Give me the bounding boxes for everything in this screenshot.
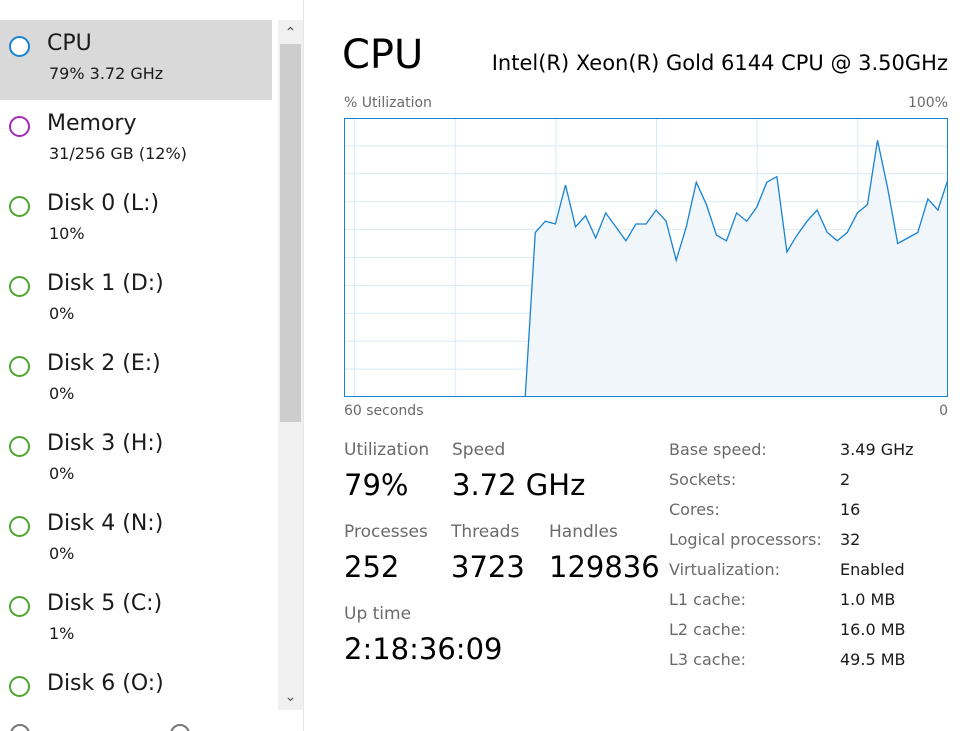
sidebar-item-subtitle: 0%: [49, 304, 75, 323]
scroll-down-icon[interactable]: ⌄: [284, 689, 297, 705]
disk-status-icon: [9, 676, 30, 697]
sidebar-item-disk-3[interactable]: Disk 3 (H:) 0%: [0, 420, 272, 500]
graph-x-right-label: 0: [939, 403, 948, 419]
spec-value-base-speed: 3.49 GHz: [840, 440, 914, 459]
scroll-up-icon[interactable]: ⌃: [284, 25, 297, 41]
spec-value-virtualization: Enabled: [840, 560, 905, 579]
sidebar-item-disk-6[interactable]: Disk 6 (O:): [0, 660, 272, 731]
sidebar-item-memory[interactable]: Memory 31/256 GB (12%): [0, 100, 272, 180]
disk-status-icon: [9, 516, 30, 537]
processes-label: Processes: [344, 522, 428, 542]
spec-key-l1-cache: L1 cache:: [669, 590, 746, 609]
sidebar-item-title: Disk 2 (E:): [47, 351, 161, 376]
sidebar-item-title: Memory: [47, 111, 137, 136]
sidebar-item-subtitle: 0%: [49, 384, 75, 403]
spec-value-l2-cache: 16.0 MB: [840, 620, 906, 639]
sidebar-item-subtitle: 0%: [49, 544, 75, 563]
threads-value: 3723: [451, 550, 525, 584]
utilization-value: 79%: [344, 468, 409, 502]
utilization-line: [344, 140, 948, 397]
processes-value: 252: [344, 550, 400, 584]
disk-status-icon: [9, 276, 30, 297]
sidebar-item-subtitle: 31/256 GB (12%): [49, 144, 187, 163]
utilization-area: [344, 140, 948, 397]
disk-status-icon: [9, 596, 30, 617]
utilization-label: Utilization: [344, 440, 430, 460]
spec-key-l2-cache: L2 cache:: [669, 620, 746, 639]
graph-y-max-label: 100%: [907, 95, 948, 111]
spec-key-sockets: Sockets:: [669, 470, 737, 489]
performance-sidebar: CPU 79% 3.72 GHz Memory 31/256 GB (12%) …: [0, 0, 278, 731]
spec-key-l3-cache: L3 cache:: [669, 650, 746, 669]
disk-status-icon: [9, 356, 30, 377]
disk-status-icon: [9, 436, 30, 457]
panel-divider: [303, 0, 304, 731]
sidebar-item-title: Disk 1 (D:): [47, 271, 164, 296]
sidebar-item-title: Disk 0 (L:): [47, 191, 160, 216]
sidebar-scrollbar[interactable]: ⌃ ⌄: [278, 20, 303, 710]
spec-value-sockets: 2: [840, 470, 851, 489]
sidebar-item-subtitle: 79% 3.72 GHz: [49, 64, 164, 83]
sidebar-item-disk-5[interactable]: Disk 5 (C:) 1%: [0, 580, 272, 660]
graph-x-left-label: 60 seconds: [344, 403, 424, 419]
cpu-utilization-graph: [344, 118, 948, 397]
sidebar-item-title: Disk 3 (H:): [47, 431, 164, 456]
spec-value-cores: 16: [840, 500, 861, 519]
sidebar-item-title: Disk 4 (N:): [47, 511, 164, 536]
threads-label: Threads: [451, 522, 520, 542]
cpu-model-name: Intel(R) Xeon(R) Gold 6144 CPU @ 3.50GHz: [491, 51, 948, 75]
spec-key-logical-processors: Logical processors:: [669, 530, 822, 549]
sidebar-item-title: Disk 5 (C:): [47, 591, 163, 616]
spec-value-logical-processors: 32: [840, 530, 861, 549]
sidebar-item-title: Disk 6 (O:): [47, 671, 164, 696]
spec-key-cores: Cores:: [669, 500, 720, 519]
sidebar-item-subtitle: 1%: [49, 624, 75, 643]
spec-value-l1-cache: 1.0 MB: [840, 590, 896, 609]
sidebar-item-disk-2[interactable]: Disk 2 (E:) 0%: [0, 340, 272, 420]
graph-y-label: % Utilization: [344, 95, 432, 111]
sidebar-item-subtitle: 10%: [49, 224, 85, 243]
spec-key-virtualization: Virtualization:: [669, 560, 780, 579]
scrollbar-thumb[interactable]: [280, 44, 301, 422]
disk-status-icon: [9, 196, 30, 217]
cpu-status-icon: [9, 36, 30, 57]
handles-label: Handles: [549, 522, 618, 542]
uptime-value: 2:18:36:09: [344, 632, 503, 666]
memory-status-icon: [9, 116, 30, 137]
graph-border: [344, 118, 948, 397]
spec-value-l3-cache: 49.5 MB: [840, 650, 906, 669]
sidebar-item-disk-1[interactable]: Disk 1 (D:) 0%: [0, 260, 272, 340]
sidebar-item-title: CPU: [47, 31, 92, 56]
speed-value: 3.72 GHz: [452, 468, 586, 502]
sidebar-item-cpu[interactable]: CPU 79% 3.72 GHz: [0, 20, 272, 100]
sidebar-item-disk-4[interactable]: Disk 4 (N:) 0%: [0, 500, 272, 580]
spec-key-base-speed: Base speed:: [669, 440, 767, 459]
sidebar-item-disk-0[interactable]: Disk 0 (L:) 10%: [0, 180, 272, 260]
page-title: CPU: [342, 32, 424, 78]
uptime-label: Up time: [344, 604, 412, 624]
speed-label: Speed: [452, 440, 506, 460]
sidebar-item-subtitle: 0%: [49, 464, 75, 483]
handles-value: 129836: [549, 550, 660, 584]
